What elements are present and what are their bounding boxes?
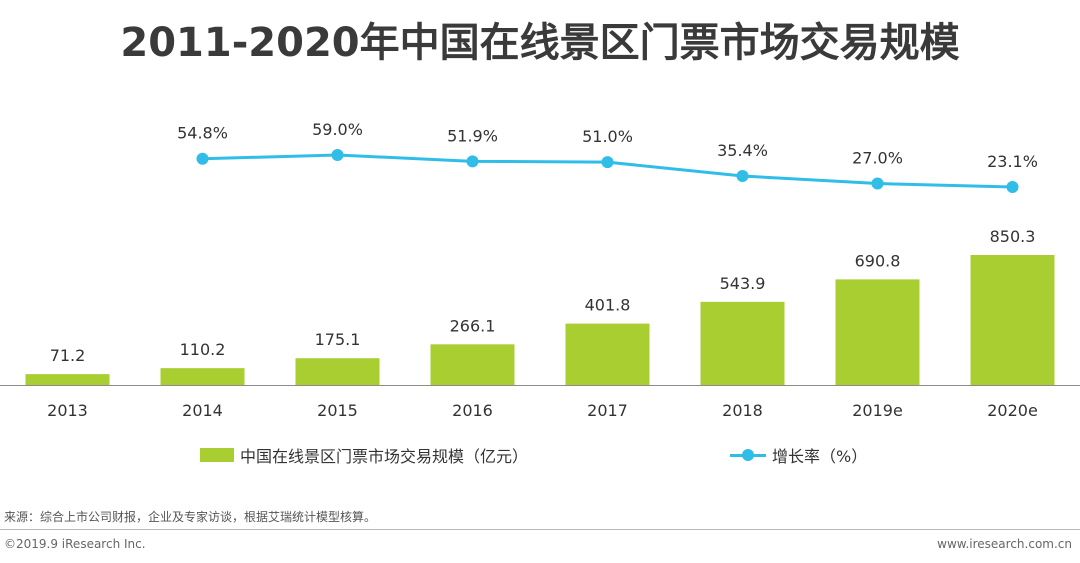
- growth-rate-label-2017: 51.0%: [582, 127, 633, 146]
- growth-rate-label-2016: 51.9%: [447, 126, 498, 145]
- legend-item-line[interactable]: 增长率（%）: [730, 443, 867, 467]
- growth-point-2020e[interactable]: [1006, 181, 1019, 193]
- growth-rate-label-2014: 54.8%: [177, 124, 228, 143]
- bar-2018[interactable]: [700, 301, 785, 385]
- growth-line-layer: [196, 149, 1019, 193]
- bar-value-label-2016: 266.1: [450, 316, 496, 335]
- footer-divider: [0, 529, 1080, 530]
- bar-2017[interactable]: [565, 323, 650, 385]
- bar-value-label-2019e: 690.8: [855, 251, 901, 270]
- growth-point-2015[interactable]: [331, 149, 344, 161]
- growth-rate-labels: 54.8% 59.0% 51.9% 51.0% 35.4% 27.0% 23.1%: [177, 120, 1038, 171]
- bar-2019e[interactable]: [835, 279, 920, 385]
- x-tick-label-2019e: 2019e: [852, 401, 903, 420]
- x-tick-label-2014: 2014: [182, 401, 223, 420]
- x-tick-label-2015: 2015: [317, 401, 358, 420]
- legend-bar-label: 中国在线景区门票市场交易规模（亿元）: [240, 447, 529, 466]
- growth-rate-label-2019e: 27.0%: [852, 149, 903, 168]
- bar-2014[interactable]: [160, 368, 245, 385]
- bar-2016[interactable]: [430, 344, 515, 385]
- growth-point-2018[interactable]: [736, 170, 749, 183]
- chart-title: 2011-2020年中国在线景区门票市场交易规模: [120, 20, 960, 66]
- bar-value-label-2014: 110.2: [180, 340, 226, 359]
- bars-layer: [25, 255, 1055, 385]
- growth-rate-label-2018: 35.4%: [717, 141, 768, 160]
- bar-value-label-2015: 175.1: [315, 330, 361, 349]
- copyright-text: ©2019.9 iResearch Inc.: [4, 537, 146, 551]
- growth-point-2019e[interactable]: [871, 177, 884, 190]
- bar-2013[interactable]: [25, 374, 110, 385]
- bar-value-label-2013: 71.2: [50, 346, 86, 365]
- legend-line-swatch: [730, 448, 766, 462]
- legend-bar-swatch: [200, 448, 234, 462]
- source-note: 来源：综合上市公司财报，企业及专家访谈，根据艾瑞统计模型核算。: [4, 510, 377, 524]
- x-axis-tick-labels: 2013 2014 2015 2016 2017 2018 2019e 2020e: [47, 401, 1038, 420]
- x-tick-label-2016: 2016: [452, 401, 493, 420]
- growth-rate-label-2020e: 23.1%: [987, 152, 1038, 171]
- chart-canvas: 71.2 110.2175.1266.1401.8543.9690.8850.3 …: [0, 120, 1080, 420]
- bar-2015[interactable]: [295, 358, 380, 385]
- x-tick-label-2020e: 2020e: [987, 401, 1038, 420]
- x-tick-label-2017: 2017: [587, 401, 628, 420]
- x-tick-label-2013: 2013: [47, 401, 88, 420]
- growth-point-2017[interactable]: [601, 156, 614, 169]
- website-link[interactable]: www.iresearch.com.cn: [937, 537, 1072, 551]
- legend-line-label: 增长率（%）: [772, 447, 868, 466]
- bar-value-label-2018: 543.9: [720, 274, 766, 293]
- growth-point-2014[interactable]: [196, 152, 209, 165]
- legend: 中国在线景区门票市场交易规模（亿元） 增长率（%）: [0, 443, 1080, 467]
- bar-2020e[interactable]: [970, 255, 1055, 385]
- growth-point-2016[interactable]: [466, 155, 479, 168]
- growth-rate-label-2015: 59.0%: [312, 120, 363, 139]
- legend-item-bar[interactable]: 中国在线景区门票市场交易规模（亿元）: [200, 443, 528, 467]
- x-tick-label-2018: 2018: [722, 401, 763, 420]
- bar-value-labels: 71.2 110.2 175.1 266.1 401.8 543.9 690.8 850.3: [50, 227, 1036, 365]
- bar-value-label-2017: 401.8: [585, 296, 631, 315]
- bar-value-label-2020e: 850.3: [990, 227, 1036, 246]
